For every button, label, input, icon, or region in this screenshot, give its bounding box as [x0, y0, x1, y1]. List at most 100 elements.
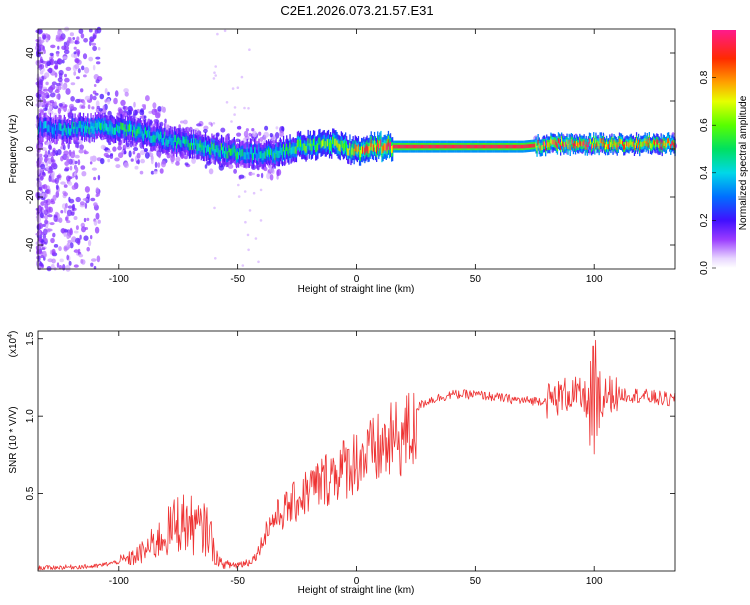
spectrogram-noise-cell	[93, 202, 98, 207]
spectrogram-noise-cell	[86, 193, 91, 200]
spectrogram-noise-cell	[214, 257, 217, 260]
spectrogram-ridge-cell	[510, 144, 513, 149]
spectrogram-noise-cell	[123, 144, 127, 149]
spectrogram-ridge-cell	[265, 148, 268, 156]
spectrogram-ridge-cell	[140, 128, 142, 136]
spectrogram-ridge-cell	[639, 145, 641, 151]
spectrogram-ridge-cell	[100, 123, 102, 131]
spectrogram-ridge-cell	[580, 141, 582, 147]
spectrogram-noise-cell	[84, 186, 90, 193]
spectrogram-ridge-cell	[235, 152, 238, 160]
spectrogram-ridge-cell	[272, 152, 274, 160]
spectrogram-ridge-cell	[106, 124, 108, 132]
spectrogram-noise-cell	[65, 202, 68, 209]
spectrogram-ridge-cell	[609, 140, 611, 146]
spectrogram-ridge-cell	[527, 144, 530, 148]
spectrogram-noise-cell	[136, 152, 141, 159]
spectrogram-ridge-cell	[396, 144, 398, 149]
spectrogram-ridge-cell	[612, 144, 614, 149]
spectrogram-ridge-cell	[281, 150, 284, 158]
spectrogram-noise-cell	[72, 150, 76, 155]
spectrogram-ridge-cell	[199, 140, 201, 148]
spectrogram-noise-cell	[114, 157, 120, 162]
spectrogram-x-tick-label: -100	[109, 274, 129, 285]
spectrogram-noise-cell	[86, 246, 90, 252]
spectrogram-ridge-cell	[84, 126, 86, 134]
spectrogram-noise-cell	[208, 168, 214, 175]
spectrogram-noise-cell	[63, 41, 67, 47]
spectrogram-ridge-cell	[189, 142, 192, 150]
spectrogram-ridge-cell	[502, 144, 504, 149]
spectrogram-noise-cell	[63, 49, 70, 55]
spectrogram-noise-cell	[46, 61, 51, 66]
spectrogram-noise-cell	[80, 259, 84, 264]
spectrogram-ridge-cell	[232, 146, 234, 154]
spectrogram-ridge-cell	[649, 143, 652, 149]
spectrogram-ridge-cell	[487, 144, 489, 149]
spectrogram-ridge-cell	[365, 145, 367, 153]
spectrogram-ridge-cell	[177, 137, 179, 145]
spectrogram-noise-cell	[238, 125, 242, 130]
spectrogram-noise-cell	[93, 84, 97, 87]
spectrogram-noise-cell	[275, 126, 279, 130]
spectrogram-ridge-cell	[460, 144, 462, 149]
spectrogram-ridge-cell	[657, 139, 659, 145]
spectrogram-noise-cell	[37, 169, 40, 176]
spectrogram-noise-cell	[56, 262, 60, 268]
spectrogram-noise-cell	[220, 127, 226, 133]
spectrogram-noise-cell	[57, 58, 61, 64]
spectrogram-ridge-cell	[72, 121, 74, 129]
spectrogram-ridge-cell	[381, 146, 383, 154]
spectrogram-ridge-cell	[168, 136, 170, 144]
spectrogram-noise-cell	[157, 106, 162, 112]
spectrogram-ridge-cell	[626, 141, 628, 147]
spectrogram-noise-cell	[191, 157, 197, 164]
spectrogram-ridge-cell	[69, 128, 71, 136]
spectrogram-ridge-cell	[593, 138, 595, 143]
spectrogram-ridge-cell	[138, 127, 140, 135]
spectrogram-ridge-cell	[521, 144, 523, 149]
spectrogram-ridge-cell	[509, 144, 511, 149]
spectrogram-ridge-cell	[351, 147, 353, 155]
spectrogram-ridge-cell	[260, 151, 262, 159]
spectrogram-ridge-cell	[266, 149, 269, 157]
spectrogram-noise-cell	[274, 132, 280, 139]
spectrogram-noise-cell	[281, 126, 285, 132]
spectrogram-ridge-cell	[335, 138, 337, 146]
spectrogram-noise-cell	[81, 65, 85, 71]
spectrogram-noise-cell	[66, 242, 71, 250]
spectrogram-ridge-cell	[341, 141, 344, 149]
spectrogram-ridge-cell	[204, 140, 207, 148]
spectrogram-ridge-cell	[99, 121, 101, 129]
spectrogram-ridge-cell	[385, 144, 387, 152]
spectrogram-ridge-cell	[383, 143, 385, 151]
spectrogram-ridge-cell	[453, 144, 455, 149]
spectrogram-ridge-cell	[368, 146, 370, 154]
spectrogram-noise-cell	[50, 198, 54, 203]
spectrogram-noise-cell	[97, 47, 101, 51]
spectrogram-noise-cell	[63, 192, 68, 197]
spectrogram-noise-cell	[80, 165, 86, 170]
spectrogram-noise-cell	[263, 166, 268, 172]
spectrogram-ridge-cell	[477, 144, 479, 149]
spectrogram-ridge-cell	[647, 142, 649, 148]
spectrogram-ridge-cell	[170, 138, 172, 146]
spectrogram-ridge-cell	[391, 146, 393, 154]
spectrogram-noise-cell	[180, 120, 184, 124]
colorbar-tick-label: 0.8	[699, 70, 710, 84]
spectrogram-ridge-cell	[107, 127, 109, 135]
spectrogram-ridge-cell	[76, 126, 78, 134]
spectrogram-ridge-cell	[439, 144, 441, 149]
spectrogram-ridge-cell	[591, 144, 593, 150]
spectrogram-ridge-cell	[255, 147, 257, 155]
spectrogram-noise-cell	[97, 219, 101, 224]
spectrogram-noise-cell	[123, 162, 129, 169]
spectrogram-ridge-cell	[300, 139, 302, 147]
spectrogram-ridge-cell	[327, 138, 330, 146]
spectrogram-ridge-cell	[261, 153, 263, 161]
spectrogram-ridge-cell	[648, 137, 650, 143]
spectrogram-ridge-cell	[570, 138, 572, 144]
spectrogram-noise-cell	[48, 176, 52, 182]
spectrogram-ridge-cell	[370, 139, 372, 147]
spectrogram-x-label: Height of straight line (km)	[298, 284, 415, 295]
